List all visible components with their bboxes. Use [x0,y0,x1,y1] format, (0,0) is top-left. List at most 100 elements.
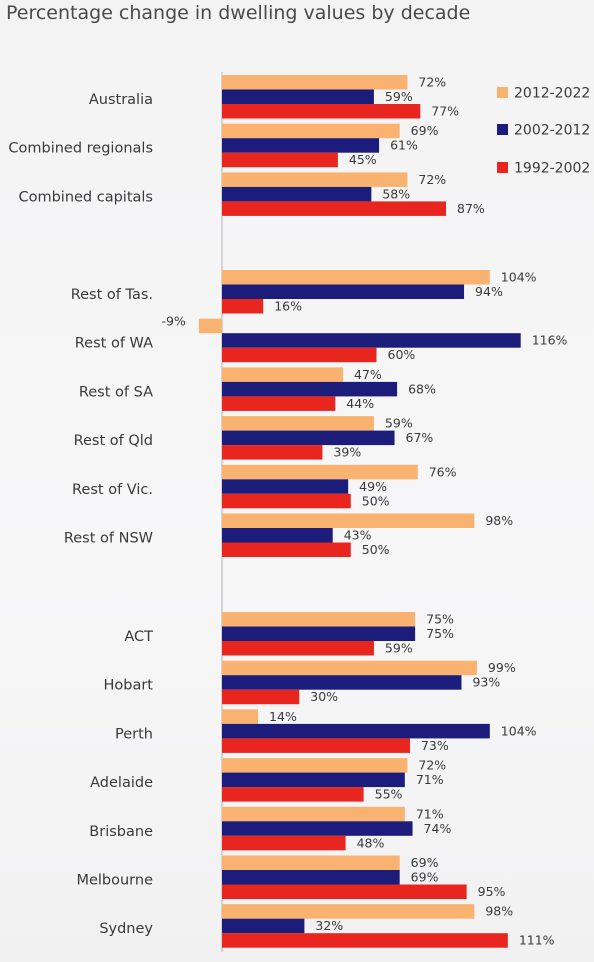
value-label-rest-of-tas-s-2012-2022: 104% [501,270,537,285]
value-label-rest-of-qld-s-2012-2022: 59% [385,416,413,431]
bar-rest-of-qld-s-2012-2022 [222,416,374,431]
category-label-rest-of-wa: Rest of WA [75,336,153,352]
bar-rest-of-nsw-s-2002-2012 [222,528,333,543]
bar-brisbane-s-1992-2002 [222,835,346,851]
legend-swatch-s-2012-2022 [497,87,508,98]
bar-rest-of-vic-s-2012-2022 [222,464,418,480]
value-label-act-s-2002-2012: 75% [426,626,454,641]
value-label-hobart-s-1992-2002: 30% [310,689,338,704]
bar-rest-of-vic-s-1992-2002 [222,493,351,509]
bar-perth-s-2012-2022 [222,709,259,724]
value-label-rest-of-sa-s-1992-2002: 44% [346,396,374,411]
legend-swatch-s-2002-2012 [497,124,508,135]
bar-rest-of-wa-s-2012-2022 [198,318,222,334]
value-label-act-s-2012-2022: 75% [426,612,454,627]
value-label-rest-of-tas-s-1992-2002: 16% [274,299,302,314]
bar-act-s-2012-2022 [222,612,416,627]
bar-rest-of-wa-s-1992-2002 [222,347,377,363]
value-label-adelaide-s-2002-2012: 71% [416,772,444,787]
bar-combined-regionals-s-2012-2022 [222,123,400,139]
value-label-combined-regionals-s-1992-2002: 45% [349,152,377,167]
bar-act-s-1992-2002 [222,641,374,656]
bar-rest-of-nsw-s-2012-2022 [222,513,475,528]
bar-adelaide-s-2012-2022 [222,758,408,773]
value-label-rest-of-vic-s-1992-2002: 50% [362,493,390,508]
bar-hobart-s-2002-2012 [222,675,462,690]
value-label-perth-s-2012-2022: 14% [269,709,297,724]
value-label-brisbane-s-2002-2012: 74% [424,821,452,836]
value-label-rest-of-tas-s-2002-2012: 94% [475,284,503,299]
category-label-adelaide: Adelaide [90,775,153,791]
value-label-australia-s-2012-2022: 72% [418,75,446,90]
category-label-rest-of-nsw: Rest of NSW [64,531,153,547]
value-label-rest-of-sa-s-2012-2022: 47% [354,367,382,382]
value-label-combined-capitals-s-2002-2012: 58% [382,186,410,201]
bar-melbourne-s-1992-2002 [222,884,467,899]
value-label-rest-of-vic-s-2012-2022: 76% [429,464,457,479]
bar-rest-of-tas-s-2002-2012 [222,284,465,299]
value-label-rest-of-sa-s-2002-2012: 68% [408,381,436,396]
value-label-rest-of-wa-s-2012-2022: -9% [161,314,185,329]
bar-australia-s-2002-2012 [222,89,374,104]
category-label-melbourne: Melbourne [76,873,153,889]
value-label-melbourne-s-2012-2022: 69% [411,855,439,870]
value-label-sydney-s-2012-2022: 98% [485,904,513,919]
value-label-perth-s-1992-2002: 73% [421,738,449,753]
bar-rest-of-vic-s-2002-2012 [222,479,349,494]
category-label-rest-of-vic: Rest of Vic. [72,482,153,498]
bar-adelaide-s-1992-2002 [222,787,364,802]
category-label-combined-capitals: Combined capitals [18,189,153,205]
value-label-brisbane-s-2012-2022: 71% [416,806,444,821]
bar-rest-of-tas-s-2012-2022 [222,270,490,285]
category-label-rest-of-sa: Rest of SA [79,384,153,400]
bar-hobart-s-1992-2002 [222,689,300,705]
bar-act-s-2002-2012 [222,626,416,641]
bar-melbourne-s-2012-2022 [222,855,400,870]
category-label-hobart: Hobart [103,678,153,694]
value-label-combined-capitals-s-1992-2002: 87% [457,201,485,216]
bar-hobart-s-2012-2022 [222,660,477,676]
value-label-melbourne-s-2002-2012: 69% [411,870,439,885]
bar-combined-capitals-s-2002-2012 [222,186,372,202]
bar-combined-capitals-s-1992-2002 [222,201,447,216]
category-label-rest-of-tas: Rest of Tas. [71,287,153,303]
value-label-rest-of-nsw-s-1992-2002: 50% [362,542,390,557]
bar-perth-s-2002-2012 [222,723,490,739]
value-label-sydney-s-2002-2012: 32% [315,918,343,933]
bar-australia-s-1992-2002 [222,104,421,119]
legend: 2012-2022 2002-2012 1992-2002 [497,86,590,177]
bar-perth-s-1992-2002 [222,738,410,753]
value-label-perth-s-2002-2012: 104% [501,723,537,738]
chart-title: Percentage change in dwelling values by … [6,2,471,24]
value-label-combined-regionals-s-2012-2022: 69% [411,123,439,138]
value-label-adelaide-s-1992-2002: 55% [375,787,403,802]
value-label-act-s-1992-2002: 59% [385,641,413,656]
value-label-sydney-s-1992-2002: 111% [519,933,555,948]
legend-label-s-1992-2002: 1992-2002 [514,161,590,177]
bar-melbourne-s-2002-2012 [222,870,400,885]
value-label-rest-of-nsw-s-2012-2022: 98% [485,513,513,528]
value-label-combined-regionals-s-2002-2012: 61% [390,138,418,153]
bar-rest-of-sa-s-1992-2002 [222,396,336,411]
bars-layer [198,75,521,948]
bar-rest-of-qld-s-2002-2012 [222,430,395,446]
value-label-adelaide-s-2012-2022: 72% [418,758,446,773]
bar-rest-of-nsw-s-1992-2002 [222,542,351,557]
value-label-hobart-s-2002-2012: 93% [472,675,500,690]
value-label-melbourne-s-1992-2002: 95% [478,884,506,899]
category-label-brisbane: Brisbane [89,824,153,840]
category-label-act: ACT [124,629,153,645]
bar-brisbane-s-2012-2022 [222,806,405,822]
legend-label-s-2002-2012: 2002-2012 [514,123,590,139]
category-label-perth: Perth [115,726,153,742]
value-label-rest-of-wa-s-1992-2002: 60% [388,347,416,362]
value-label-australia-s-2002-2012: 59% [385,89,413,104]
bar-combined-regionals-s-1992-2002 [222,152,338,168]
value-label-rest-of-wa-s-2002-2012: 116% [532,333,568,348]
value-label-rest-of-nsw-s-2002-2012: 43% [344,528,372,543]
value-label-rest-of-vic-s-2002-2012: 49% [359,479,387,494]
bar-sydney-s-2012-2022 [222,904,475,919]
bar-rest-of-qld-s-1992-2002 [222,445,323,460]
bar-combined-capitals-s-2012-2022 [222,172,408,187]
